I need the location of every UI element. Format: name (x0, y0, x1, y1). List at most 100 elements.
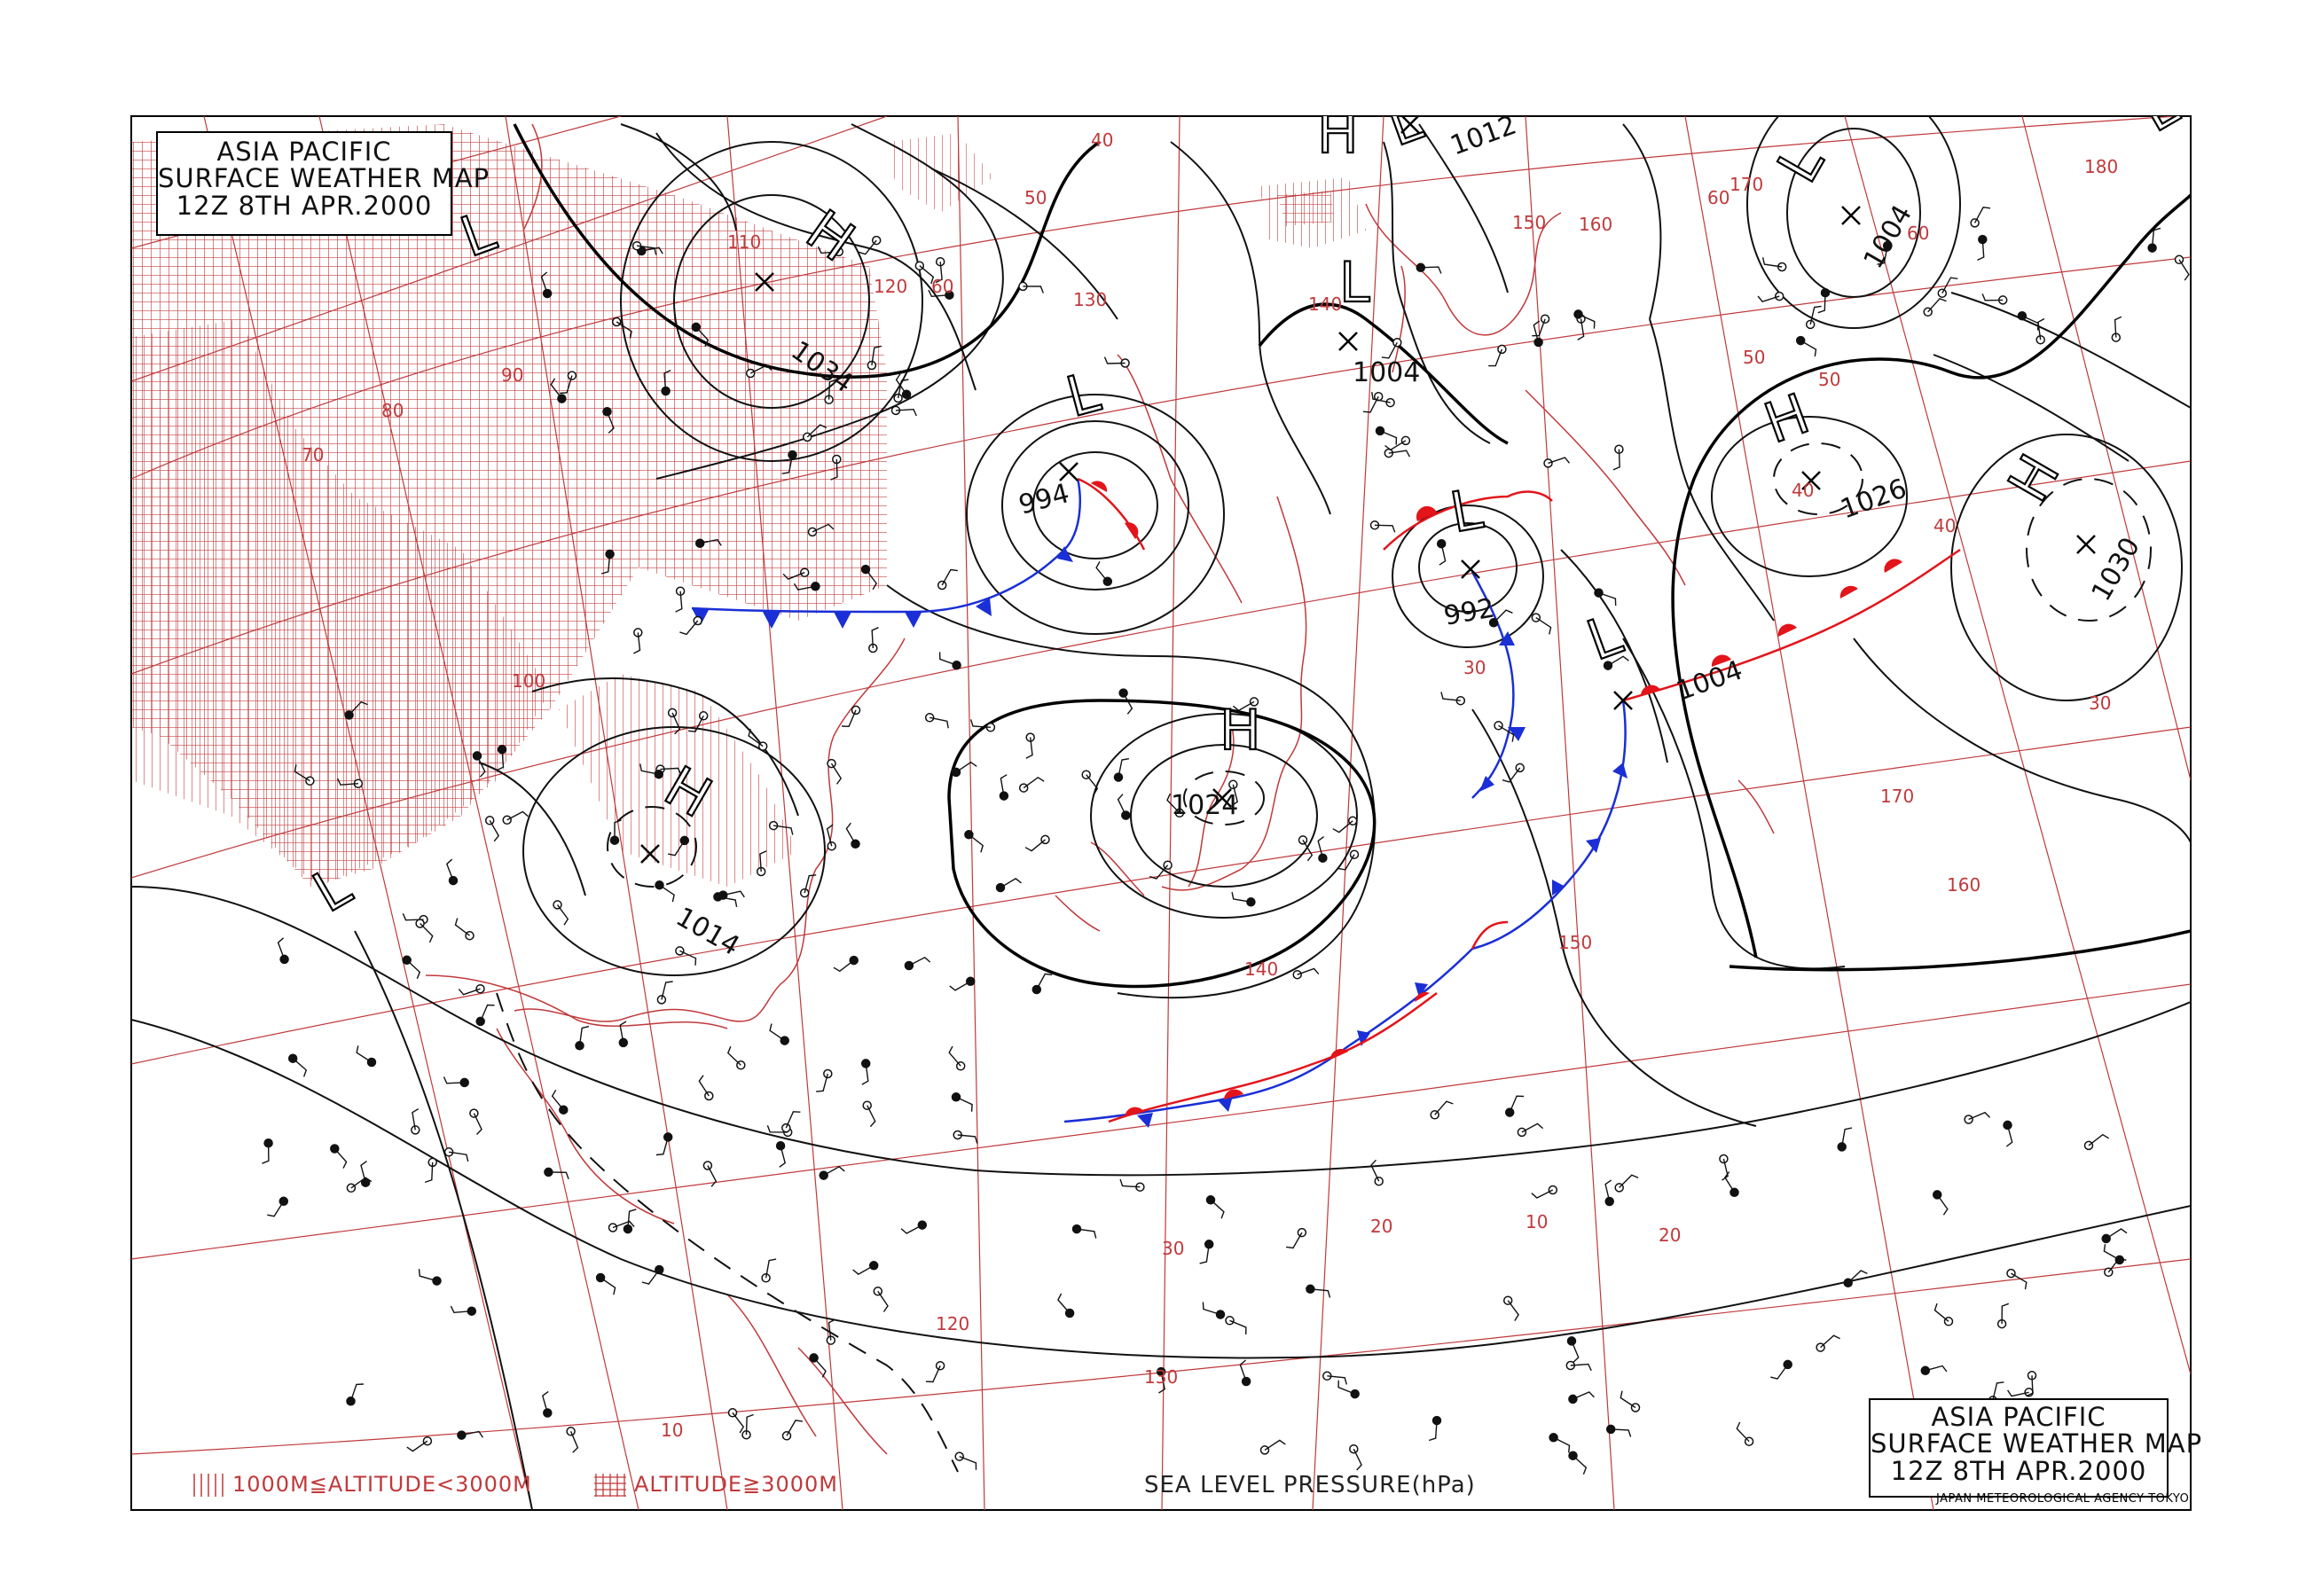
center-marker (1059, 462, 1078, 481)
wind-barb (1548, 457, 1571, 465)
longitude-label: 120 (874, 276, 907, 297)
wind-barb (639, 763, 659, 775)
wind-barb (1371, 391, 1391, 403)
wind-barb (556, 904, 569, 926)
wind-barb (1553, 1436, 1571, 1453)
latitude-label: 50 (1024, 187, 1047, 208)
wind-barb (1202, 1302, 1221, 1316)
wind-barb (749, 364, 773, 374)
wind-barb (1117, 794, 1126, 816)
wind-barb (675, 591, 683, 613)
center-marker (2076, 535, 2096, 554)
wind-barb (349, 1383, 364, 1402)
wind-barb (619, 1021, 627, 1044)
wind-barb (1374, 524, 1396, 533)
wind-barb (786, 1420, 804, 1436)
wind-barb (955, 761, 977, 773)
wind-barb (1800, 340, 1817, 357)
wind-barb (1025, 737, 1033, 759)
wind-barb (1381, 341, 1398, 359)
wind-barb (1337, 1380, 1355, 1395)
wind-barb (1384, 440, 1407, 451)
wind-barb (1973, 207, 1991, 223)
wind-barb (1736, 1421, 1750, 1443)
wind-barb (1619, 1174, 1639, 1188)
wind-barb (267, 1201, 285, 1217)
wind-barb (294, 764, 310, 782)
wind-barb (612, 1220, 635, 1229)
wind-barb (420, 923, 434, 943)
wind-barb (1722, 1158, 1729, 1181)
wind-barb (663, 369, 671, 392)
wind-barb (1327, 1375, 1347, 1385)
high-altitude-swatch (594, 1474, 626, 1497)
wind-barb (1761, 257, 1783, 268)
wind-barb (489, 819, 500, 842)
wind-barb (1158, 1371, 1165, 1394)
wind-barb (861, 1063, 869, 1085)
wind-barb (707, 1165, 718, 1187)
wind-barb (1493, 609, 1513, 623)
wind-barb (2088, 1133, 2110, 1146)
wind-barb (858, 239, 877, 255)
longitude-label: 170 (1730, 174, 1763, 195)
wind-barb (732, 1412, 745, 1434)
wind-barb (1533, 320, 1541, 343)
wind-barb (1337, 854, 1355, 871)
wind-barb (2021, 315, 2039, 331)
wind-barb (578, 1025, 590, 1046)
wind-barb (659, 884, 675, 903)
center-marker (1461, 559, 1480, 579)
wind-barb (812, 523, 835, 533)
agency-credit: JAPAN METEOROLOGICAL AGENCY TOKYO (1936, 1492, 2190, 1506)
wind-barb (671, 712, 681, 735)
lat-long-grid (131, 116, 2191, 1510)
wind-barb (2001, 1303, 2010, 1325)
wind-barb (1612, 449, 1620, 471)
wind-barb (765, 1258, 777, 1279)
wind-barb (461, 1430, 483, 1438)
station-plots (262, 207, 2190, 1475)
wind-barb (262, 1143, 270, 1164)
wind-barb (957, 1134, 978, 1144)
latitude-label: 10 (1526, 1211, 1548, 1232)
wind-barb (600, 1277, 616, 1295)
wind-barb (445, 858, 454, 881)
wind-barb (1933, 1303, 1949, 1322)
wind-barb (1036, 973, 1053, 990)
wind-barb (349, 700, 368, 716)
coastlines (425, 123, 1775, 1455)
wind-barb (1502, 767, 1521, 783)
wind-barb (551, 1089, 564, 1111)
longitude-label: 130 (1073, 289, 1107, 310)
wind-barb (1820, 1334, 1840, 1349)
wind-barb (2107, 1257, 2127, 1273)
wind-barb (1379, 430, 1398, 445)
longitude-label: 170 (1880, 786, 1914, 807)
wind-barb (823, 1165, 845, 1177)
latitude-label: 30 (2089, 692, 2111, 714)
map-title-box-bottom: ASIA PACIFIC SURFACE WEATHER MAP 12Z 8TH… (1869, 1398, 2203, 1498)
wind-barb (2011, 1272, 2028, 1290)
wind-barb (845, 822, 857, 845)
wind-barb (1809, 305, 1822, 325)
pressure-value: 1024 (1171, 790, 1238, 821)
pressure-letter: H (1317, 101, 1359, 166)
wind-barb (1877, 245, 1888, 265)
wind-barb (968, 833, 984, 853)
latitude-label: 40 (1091, 129, 1113, 151)
wind-barb (448, 1151, 469, 1162)
longitude-label: 180 (2084, 156, 2118, 177)
wind-barb (695, 326, 710, 348)
title-line-2-bottom: SURFACE WEATHER MAP (1871, 1428, 2203, 1459)
wind-barb (1936, 1193, 1949, 1216)
wind-barb (679, 620, 699, 636)
pressure-letter: H (1220, 698, 1261, 763)
wind-barb (641, 1269, 660, 1285)
wind-barb (679, 950, 697, 966)
wind-barb (781, 454, 794, 474)
center-marker (1212, 788, 1232, 808)
wind-barb (766, 1125, 788, 1133)
longitude-label: 80 (381, 400, 404, 421)
wind-barb (497, 749, 505, 771)
